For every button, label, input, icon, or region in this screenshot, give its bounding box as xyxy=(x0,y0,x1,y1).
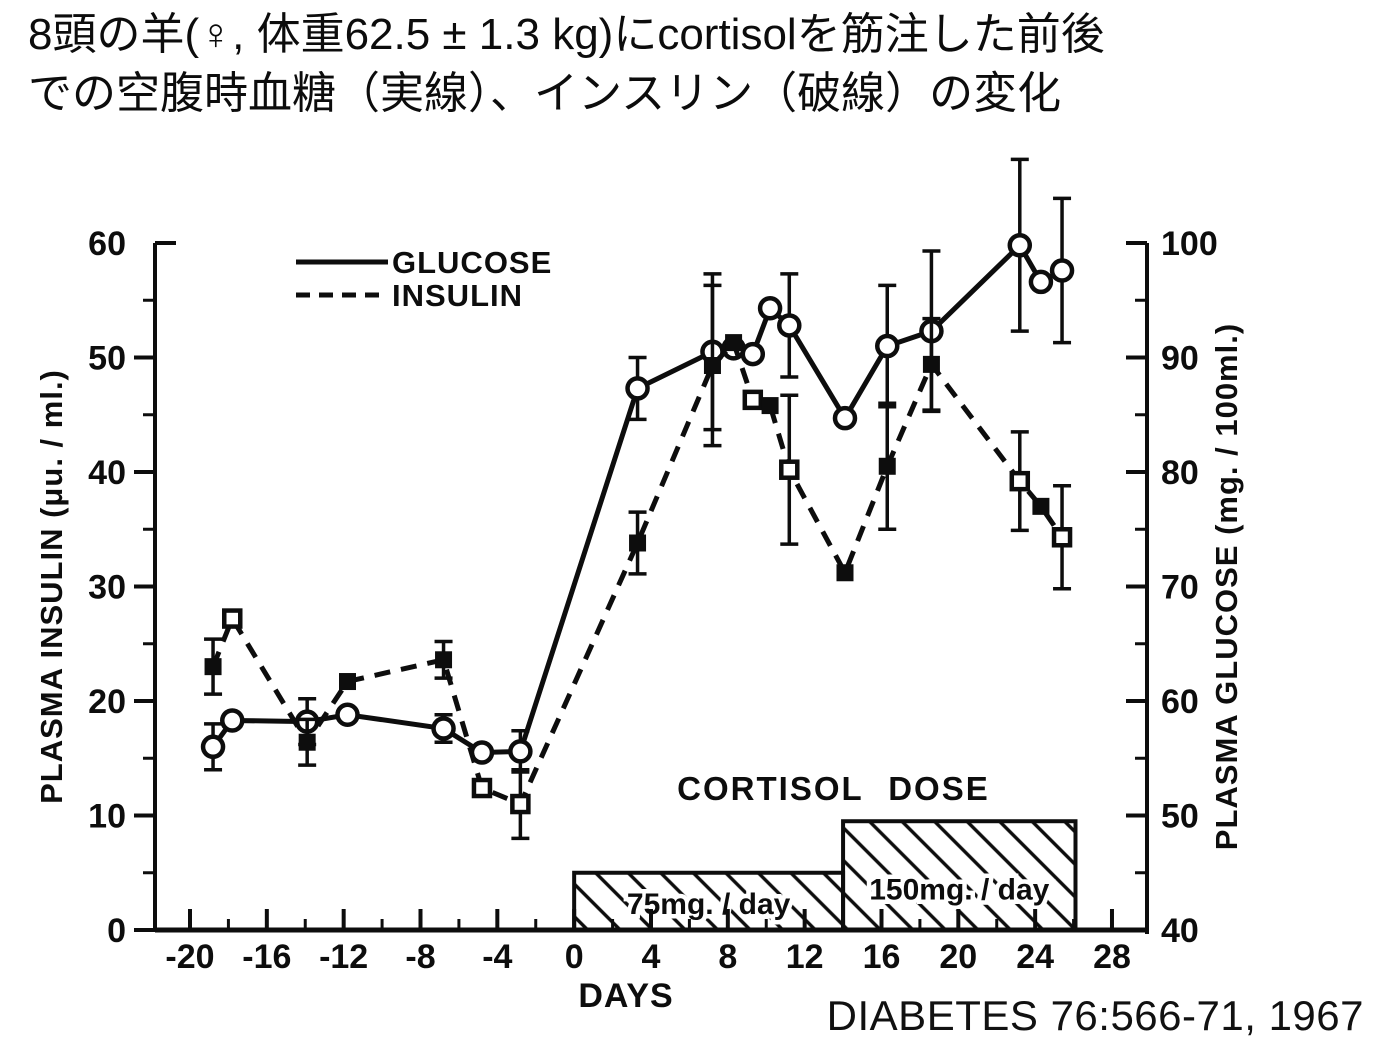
insulin-point-marker-open xyxy=(471,777,493,799)
x-axis-tick-label: 4 xyxy=(642,938,661,976)
left-y-axis-tick-label: 30 xyxy=(88,569,126,607)
chart-figure: 75mg. / day 150mg. / day CORTISOL DOSE -20-… xyxy=(0,150,1394,1015)
right-y-axis-tick-label: 40 xyxy=(1161,912,1199,950)
glucose-point-marker xyxy=(1049,258,1075,283)
insulin-point-marker-open xyxy=(779,459,800,480)
insulin-point-marker-filled xyxy=(878,457,896,475)
insulin-point-marker-filled xyxy=(922,355,940,373)
left-y-axis-tick-label: 0 xyxy=(107,912,126,950)
x-axis-tick-label: 12 xyxy=(786,938,824,976)
glucose-point-marker xyxy=(220,708,245,733)
glucose-point-marker xyxy=(200,734,226,760)
glucose-point-marker xyxy=(508,739,533,764)
x-axis-tick-label: 8 xyxy=(718,938,737,976)
right-y-axis-tick-label: 80 xyxy=(1161,454,1199,492)
insulin-point-marker-open xyxy=(1009,470,1031,492)
insulin-point-marker-open xyxy=(222,608,243,629)
glucose-point-marker xyxy=(335,702,360,727)
insulin-point-marker-filled xyxy=(435,651,453,669)
x-axis-tick-label: -4 xyxy=(482,938,512,976)
caption-line-2: での空腹時血糖（実線）、インスリン（破線）の変化 xyxy=(28,68,1062,118)
figure-caption-japanese: 8頭の羊(♀, 体重62.5 ± 1.3 kg)にcortisolを筋注した前後… xyxy=(28,6,1388,123)
glucose-point-marker xyxy=(875,333,900,359)
left-y-axis-title: PLASMA INSULIN (μu. / ml.) xyxy=(34,369,69,804)
glucose-point-marker xyxy=(832,405,858,431)
insulin-point-marker-filled xyxy=(725,334,743,352)
glucose-point-marker xyxy=(757,296,783,321)
x-axis-tick-label: -8 xyxy=(405,938,435,976)
left-y-axis-tick-label: 50 xyxy=(88,340,126,378)
x-axis-tick-label: -20 xyxy=(165,938,214,976)
cortisol-dose-heading: CORTISOL DOSE xyxy=(677,770,990,807)
legend-label-insulin: INSULIN xyxy=(392,278,523,313)
insulin-point-marker-filled xyxy=(761,397,779,415)
cortisol-dose-box-label-2: 150mg. / day xyxy=(869,874,1049,907)
glucose-point-marker xyxy=(431,716,456,741)
x-axis-tick-label: 20 xyxy=(939,938,977,976)
insulin-point-marker-filled xyxy=(1032,497,1050,515)
left-y-axis-tick-label: 20 xyxy=(88,683,126,721)
insulin-point-marker-filled xyxy=(836,564,854,582)
glucose-point-marker xyxy=(625,376,650,401)
right-y-axis-tick-label: 100 xyxy=(1161,225,1218,263)
glucose-point-marker xyxy=(1007,233,1033,258)
insulin-point-marker-filled xyxy=(339,673,357,691)
right-y-axis-title: PLASMA GLUCOSE (mg. / 100ml.) xyxy=(1209,323,1244,850)
x-axis-tick-label: 0 xyxy=(565,938,584,976)
right-y-axis-tick-label: 60 xyxy=(1161,683,1199,721)
glucose-point-marker xyxy=(1028,269,1054,295)
cortisol-dose-box-label-1: 75mg. / day xyxy=(627,888,791,921)
insulin-point-marker-open xyxy=(510,793,531,815)
legend-label-glucose: GLUCOSE xyxy=(392,245,552,280)
x-axis-title: DAYS xyxy=(578,977,673,1010)
x-axis-tick-label: 16 xyxy=(863,938,901,976)
glucose-point-marker xyxy=(777,313,802,338)
insulin-point-marker-filled xyxy=(204,658,222,676)
left-y-axis-tick-label: 60 xyxy=(88,225,126,263)
glucose-point-marker xyxy=(740,341,766,367)
left-y-axis-tick-label: 40 xyxy=(88,454,126,492)
insulin-point-marker-filled xyxy=(703,357,721,375)
x-axis-tick-label: 24 xyxy=(1016,938,1054,976)
insulin-point-marker-open xyxy=(742,389,764,411)
right-y-axis-tick-label: 90 xyxy=(1161,340,1199,378)
x-axis-tick-label: -16 xyxy=(242,938,291,976)
caption-line-1: 8頭の羊(♀, 体重62.5 ± 1.3 kg)にcortisolを筋注した前後 xyxy=(28,10,1105,59)
right-y-axis-tick-label: 50 xyxy=(1161,798,1199,836)
journal-citation: DIABETES 76:566-71, 1967 xyxy=(826,992,1364,1039)
x-axis-tick-label: -12 xyxy=(319,938,368,976)
insulin-point-marker-filled xyxy=(629,534,647,552)
right-y-axis-tick-label: 70 xyxy=(1161,569,1199,607)
left-y-axis-tick-label: 10 xyxy=(88,798,126,836)
insulin-point-marker-filled xyxy=(298,733,316,751)
insulin-point-marker-open xyxy=(1051,527,1073,548)
x-axis-tick-label: 28 xyxy=(1093,938,1131,976)
